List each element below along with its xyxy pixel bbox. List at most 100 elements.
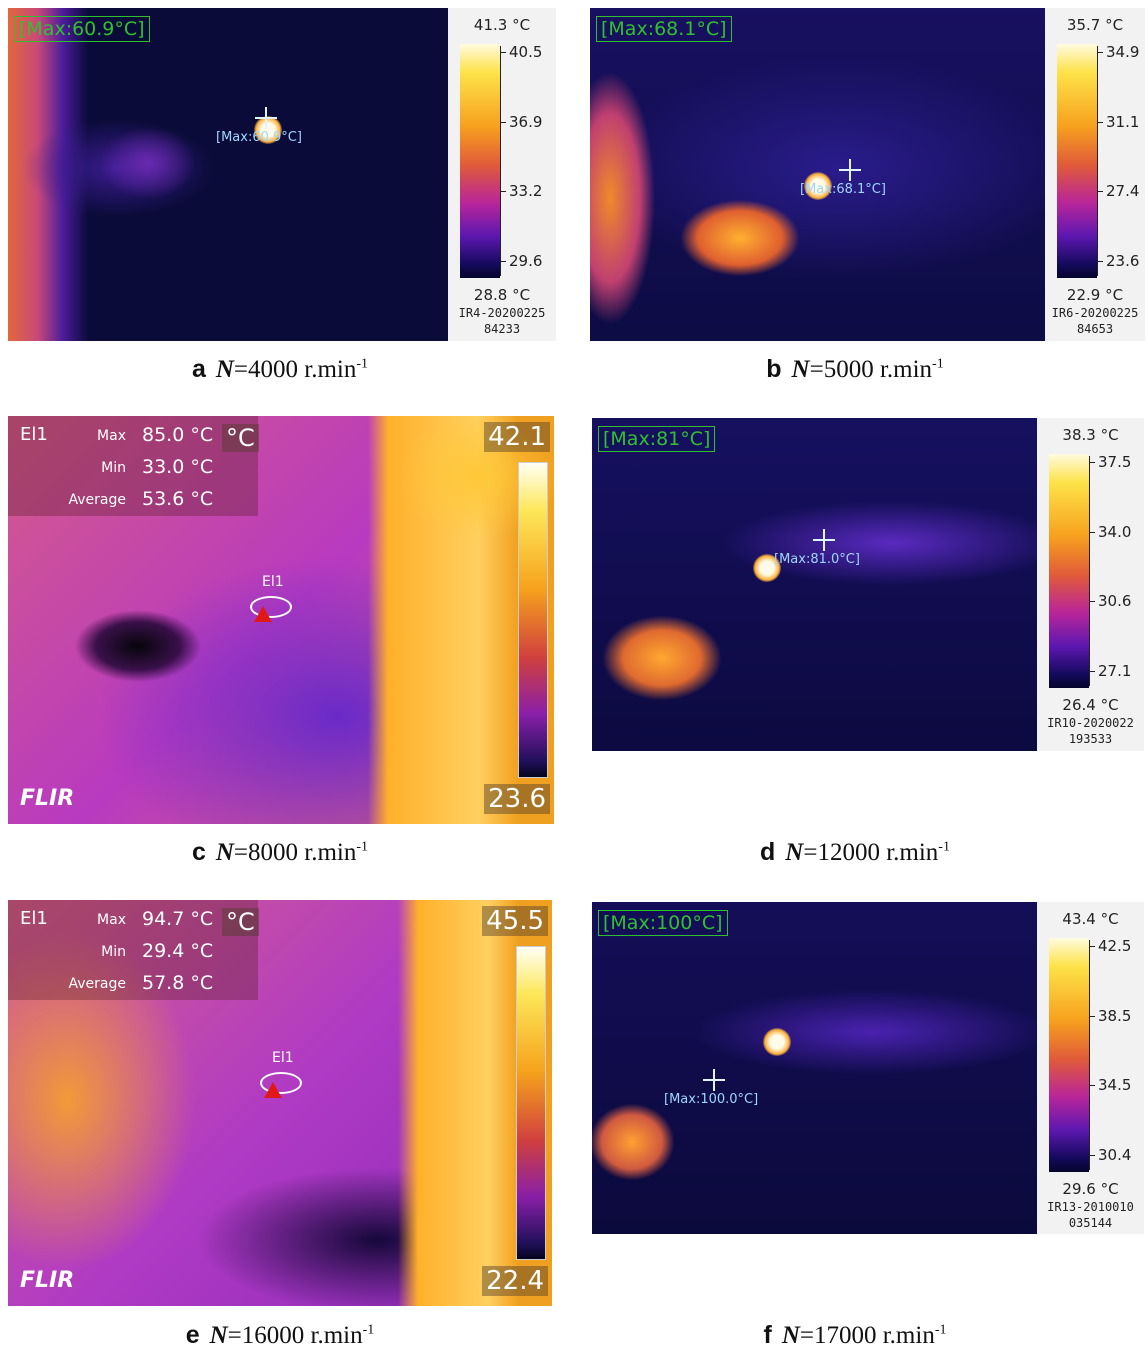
file-id: IR4-20200225 <box>448 306 556 320</box>
readout-label: Average <box>69 492 127 508</box>
color-bar <box>1049 938 1089 1172</box>
readout-value: 94.7 °C <box>142 908 213 930</box>
speed-value: =12000 r.min <box>803 839 938 866</box>
scale-tick <box>1089 601 1095 602</box>
caption: bN=5000 r.min-1 <box>575 355 1135 384</box>
scale-tick-label: 27.1 <box>1098 662 1131 680</box>
panel-letter: b <box>766 355 781 383</box>
crosshair <box>839 159 861 181</box>
scale-tick <box>1089 1155 1095 1156</box>
readout-label: Max <box>97 912 126 928</box>
thermal-image: [Max:68.1°C] [Max:68.1°C] <box>590 8 1045 341</box>
scale-top: 45.5 <box>482 906 548 936</box>
color-bar <box>516 946 546 1260</box>
speed-exponent: -1 <box>932 357 944 372</box>
scale-tick-label: 34.5 <box>1098 1076 1131 1094</box>
speed-symbol: N <box>210 1322 228 1349</box>
readout-value: 57.8 °C <box>142 972 213 994</box>
speed-exponent: -1 <box>356 357 368 372</box>
figure: [Max:60.9°C][Max:60.9°C]41.3 °C40.536.93… <box>0 0 1148 1353</box>
bar-axis <box>500 46 501 276</box>
readout-value: 29.4 °C <box>142 940 213 962</box>
color-bar <box>1057 44 1097 278</box>
max-marker: [Max:68.1°C] <box>800 182 886 197</box>
scale-tick-label: 36.9 <box>509 113 542 131</box>
logo: FLIR <box>20 1268 74 1293</box>
panel-letter: e <box>186 1321 200 1349</box>
max-marker: [Max:81.0°C] <box>774 552 860 567</box>
speed-value: =8000 r.min <box>234 839 356 866</box>
hot-spot <box>763 1028 791 1056</box>
scale-bottom: 23.6 <box>484 784 550 814</box>
scale-tick-label: 30.4 <box>1098 1146 1131 1164</box>
readout-label: Min <box>101 460 126 476</box>
scale-tick-label: 34.9 <box>1106 43 1139 61</box>
panel: [Max:81°C][Max:81.0°C]38.3 °C37.534.030.… <box>592 418 1144 751</box>
scale-tick <box>1097 261 1103 262</box>
bar-axis <box>1089 456 1090 686</box>
scale-tick-label: 37.5 <box>1098 453 1131 471</box>
scale-tick <box>500 191 506 192</box>
readout-label: Average <box>69 976 127 992</box>
scale-tick <box>500 261 506 262</box>
readout-value: 53.6 °C <box>142 488 213 510</box>
crosshair <box>703 1069 725 1091</box>
file-id: IR13-2010010 <box>1037 1200 1144 1214</box>
spot-marker <box>264 1082 282 1098</box>
max-box: [Max:68.1°C] <box>596 16 732 42</box>
crosshair <box>255 107 277 129</box>
file-id: IR10-2020022 <box>1037 716 1144 730</box>
scale-tick-label: 38.5 <box>1098 1007 1131 1025</box>
thermal-image: [Max:60.9°C][Max:60.9°C] <box>8 8 448 341</box>
readout-label: Max <box>97 428 126 444</box>
speed-exponent: -1 <box>938 840 950 855</box>
readout-name: El1 <box>20 908 48 929</box>
scale-tick <box>1089 462 1095 463</box>
speed-symbol: N <box>216 356 234 383</box>
scale-bottom: 28.8 °C <box>448 286 556 304</box>
scale-top: 41.3 °C <box>448 16 556 34</box>
spot-label: El1 <box>272 1050 294 1066</box>
caption: cN=8000 r.min-1 <box>0 838 560 867</box>
logo: FLIR <box>20 786 74 811</box>
max-marker: [Max:100.0°C] <box>664 1092 758 1107</box>
panel-letter: c <box>192 838 206 866</box>
bar-axis <box>1097 46 1098 276</box>
speed-exponent: -1 <box>356 840 368 855</box>
scale-tick <box>1097 122 1103 123</box>
readout-value: 85.0 °C <box>142 424 213 446</box>
max-box: [Max:100°C] <box>598 910 728 936</box>
thermal-image: El1Max85.0 °CMin33.0 °CAverage53.6 °C°C4… <box>8 416 554 824</box>
file-id: 035144 <box>1037 1216 1144 1230</box>
scale-bottom: 26.4 °C <box>1037 696 1144 714</box>
unit: °C <box>222 908 259 936</box>
scale-top: 35.7 °C <box>1045 16 1145 34</box>
speed-exponent: -1 <box>935 1323 947 1338</box>
file-id: 84233 <box>448 322 556 336</box>
scale-tick <box>1097 52 1103 53</box>
panel-letter: f <box>764 1321 772 1349</box>
scale-tick-label: 30.6 <box>1098 592 1131 610</box>
unit: °C <box>222 424 259 452</box>
speed-value: =4000 r.min <box>234 356 356 383</box>
crosshair <box>813 529 835 551</box>
bar-axis <box>1089 940 1090 1170</box>
scale-tick-label: 29.6 <box>509 252 542 270</box>
file-id: 193533 <box>1037 732 1144 746</box>
panel-letter: d <box>760 838 775 866</box>
spot-marker <box>254 606 272 622</box>
color-bar <box>1049 454 1089 688</box>
speed-exponent: -1 <box>363 1323 375 1338</box>
